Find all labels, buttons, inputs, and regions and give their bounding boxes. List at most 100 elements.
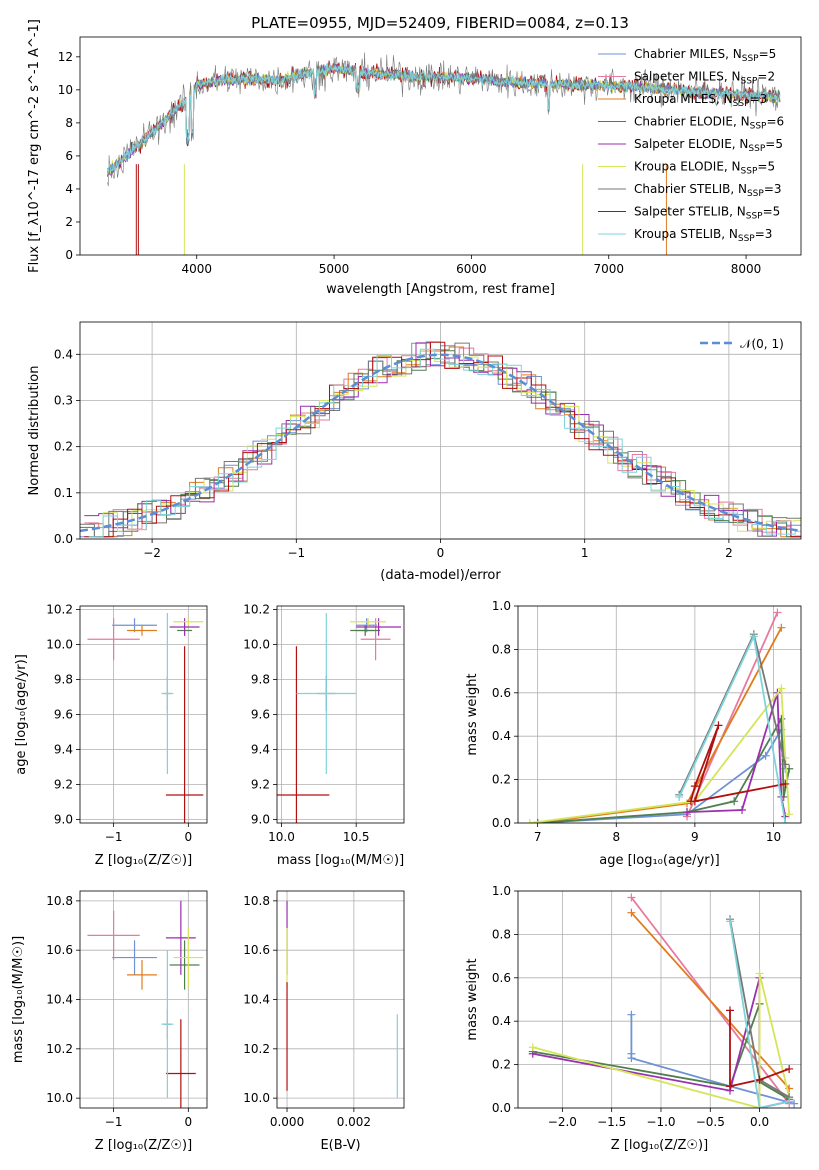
x-tick-label: 0 bbox=[185, 1115, 193, 1129]
y-tick-label: 9.4 bbox=[54, 743, 73, 757]
y-tick-label: 0.4 bbox=[54, 347, 73, 361]
axes-frame bbox=[79, 890, 208, 1109]
weight-marker-chabrier_miles bbox=[761, 751, 770, 760]
y-tick-label: 10 bbox=[58, 83, 73, 97]
y-tick-label: 9.8 bbox=[54, 673, 73, 687]
legend-label: 𝒩(0, 1) bbox=[740, 337, 784, 351]
y-tick-label: 0.2 bbox=[54, 440, 73, 454]
panel-spectrum: 4000 5000 6000 7000 8000 0 2 4 6 8 10 12 Chabrier MI… bbox=[27, 19, 802, 297]
panel-age_vs_Z: −1 0 9.0 9.2 9.4 9.6 9.8 10.0 10.2 Z [log₁₀(Z/Z☉)… bbox=[14, 603, 208, 868]
histogram-chabrier_stelib bbox=[80, 341, 801, 538]
y-tick-label: 1.0 bbox=[492, 599, 511, 613]
x-tick-label: −1 bbox=[287, 546, 305, 560]
y-tick-label: 6 bbox=[65, 149, 73, 163]
normal-curve bbox=[80, 353, 801, 533]
weight-marker-salpeter_stelib bbox=[726, 1006, 735, 1015]
weight-marker-chabrier_miles bbox=[627, 1010, 636, 1019]
y-axis-label: Normed distribution bbox=[27, 366, 42, 496]
y-tick-label: 0.4 bbox=[492, 729, 511, 743]
weight-marker-kroupa_stelib bbox=[749, 632, 758, 641]
y-tick-label: 9.4 bbox=[251, 743, 270, 757]
weight-line-chabrier_miles bbox=[630, 1014, 795, 1105]
y-tick-label: 10.4 bbox=[46, 993, 73, 1007]
weight-marker-kroupa_miles bbox=[627, 908, 636, 917]
x-tick-label: −1.0 bbox=[646, 1115, 675, 1129]
spectrum-line-chabrier_stelib bbox=[107, 52, 781, 187]
weight-marker-kroupa_stelib bbox=[785, 1097, 794, 1106]
axes-frame bbox=[276, 605, 405, 824]
y-tick-label: 10.6 bbox=[46, 943, 73, 957]
y-tick-label: 0.4 bbox=[492, 1014, 511, 1028]
weight-line-salpeter_miles bbox=[686, 612, 779, 817]
weight-line-kroupa_elodie bbox=[532, 973, 791, 1108]
y-tick-label: 10.6 bbox=[243, 943, 270, 957]
y-tick-label: 10.0 bbox=[243, 1091, 270, 1105]
y-tick-label: 1.0 bbox=[492, 884, 511, 898]
y-axis-label: Flux [f_λ10^-17 erg cm^-2 s^-1 A^-1] bbox=[27, 19, 42, 273]
histogram-kroupa_stelib bbox=[88, 348, 801, 538]
figure-title: PLATE=0955, MJD=52409, FIBERID=0084, z=0… bbox=[251, 14, 629, 32]
y-tick-label: 10.2 bbox=[243, 1042, 270, 1056]
y-tick-label: 0.2 bbox=[492, 773, 511, 787]
y-tick-label: 8 bbox=[65, 116, 73, 130]
x-axis-label: mass [log₁₀(M/M☉)] bbox=[277, 853, 404, 868]
weight-marker-chabrier_elodie bbox=[533, 819, 542, 823]
x-axis-label: (data-model)/error bbox=[380, 568, 501, 583]
weight-marker-kroupa_elodie bbox=[528, 1043, 537, 1052]
ticks: −2.0 −1.5 −1.0 −0.5 0.0 0.0 0.2 0.4 0.6 0.8 1.0 bbox=[492, 884, 769, 1129]
legend-label: Salpeter STELIB, NSSP=5 bbox=[634, 205, 780, 222]
y-tick-label: 0.0 bbox=[54, 532, 73, 546]
weight-marker-kroupa_stelib bbox=[781, 819, 790, 823]
x-tick-label: 10.0 bbox=[268, 830, 295, 844]
x-tick-label: −0.5 bbox=[696, 1115, 725, 1129]
panel-mass_vs_Z: −1 0 10.0 10.2 10.4 10.6 10.8 Z [log₁₀(Z/Z☉)] ma… bbox=[11, 890, 208, 1153]
axes-frame bbox=[276, 890, 405, 1109]
y-tick-label: 10.4 bbox=[243, 993, 270, 1007]
y-tick-label: 10.2 bbox=[243, 603, 270, 617]
plot-area-age_vs_mass bbox=[277, 613, 402, 823]
legend-label: Kroupa STELIB, NSSP=3 bbox=[634, 227, 772, 244]
y-tick-label: 9.6 bbox=[251, 708, 270, 722]
histogram-kroupa_elodie bbox=[88, 350, 801, 538]
y-tick-label: 10.0 bbox=[46, 1091, 73, 1105]
y-tick-label: 9.0 bbox=[251, 813, 270, 827]
y-tick-label: 10.8 bbox=[46, 894, 73, 908]
spectrum-line-chabrier_miles bbox=[107, 63, 781, 173]
y-tick-label: 12 bbox=[58, 50, 73, 64]
weight-marker-kroupa_elodie bbox=[785, 810, 794, 819]
histogram-salpeter_miles bbox=[84, 347, 801, 537]
legend-label: Chabrier ELODIE, NSSP=6 bbox=[634, 115, 784, 132]
y-tick-label: 10.8 bbox=[243, 894, 270, 908]
x-tick-label: 8000 bbox=[731, 262, 762, 276]
plot-area-weight_vs_age bbox=[525, 608, 794, 823]
weight-marker-kroupa_stelib bbox=[675, 792, 684, 801]
legend: Chabrier MILES, NSSP=5 Salpeter MILES, NS… bbox=[598, 47, 784, 244]
y-tick-label: 0.3 bbox=[54, 393, 73, 407]
y-tick-label: 0.6 bbox=[492, 971, 511, 985]
panel-weight_vs_age: 7 8 9 10 0.0 0.2 0.4 0.6 0.8 1.0 age [log₁₀(age/yr… bbox=[465, 599, 802, 868]
x-tick-label: 2 bbox=[725, 546, 733, 560]
axes-frame bbox=[79, 36, 802, 256]
x-tick-label: 5000 bbox=[319, 262, 350, 276]
axes-frame bbox=[517, 605, 802, 824]
axes-frame bbox=[79, 321, 802, 540]
x-axis-label: Z [log₁₀(Z/Z☉)] bbox=[611, 1138, 708, 1153]
y-tick-label: 4 bbox=[65, 182, 73, 196]
y-tick-label: 0.8 bbox=[492, 642, 511, 656]
histogram-kroupa_miles bbox=[88, 346, 801, 538]
weight-marker-salpeter_stelib bbox=[714, 721, 723, 730]
weight-line-salpeter_stelib bbox=[729, 1010, 790, 1088]
y-axis-label: mass [log₁₀(M/M☉)] bbox=[11, 936, 26, 1063]
x-tick-label: 0.002 bbox=[337, 1115, 371, 1129]
x-tick-label: −1 bbox=[105, 1115, 123, 1129]
y-tick-label: 10.2 bbox=[46, 603, 73, 617]
x-tick-label: 6000 bbox=[456, 262, 487, 276]
plot-area-mass_vs_Z bbox=[87, 900, 204, 1108]
x-tick-label: −2 bbox=[143, 546, 161, 560]
weight-marker-chabrier_miles bbox=[627, 1054, 636, 1063]
x-axis-label: wavelength [Angstrom, rest frame] bbox=[326, 282, 555, 297]
y-tick-label: 0.8 bbox=[492, 927, 511, 941]
x-tick-label: 7 bbox=[534, 830, 542, 844]
weight-marker-kroupa_elodie bbox=[777, 684, 786, 693]
x-tick-label: 0.000 bbox=[270, 1115, 304, 1129]
